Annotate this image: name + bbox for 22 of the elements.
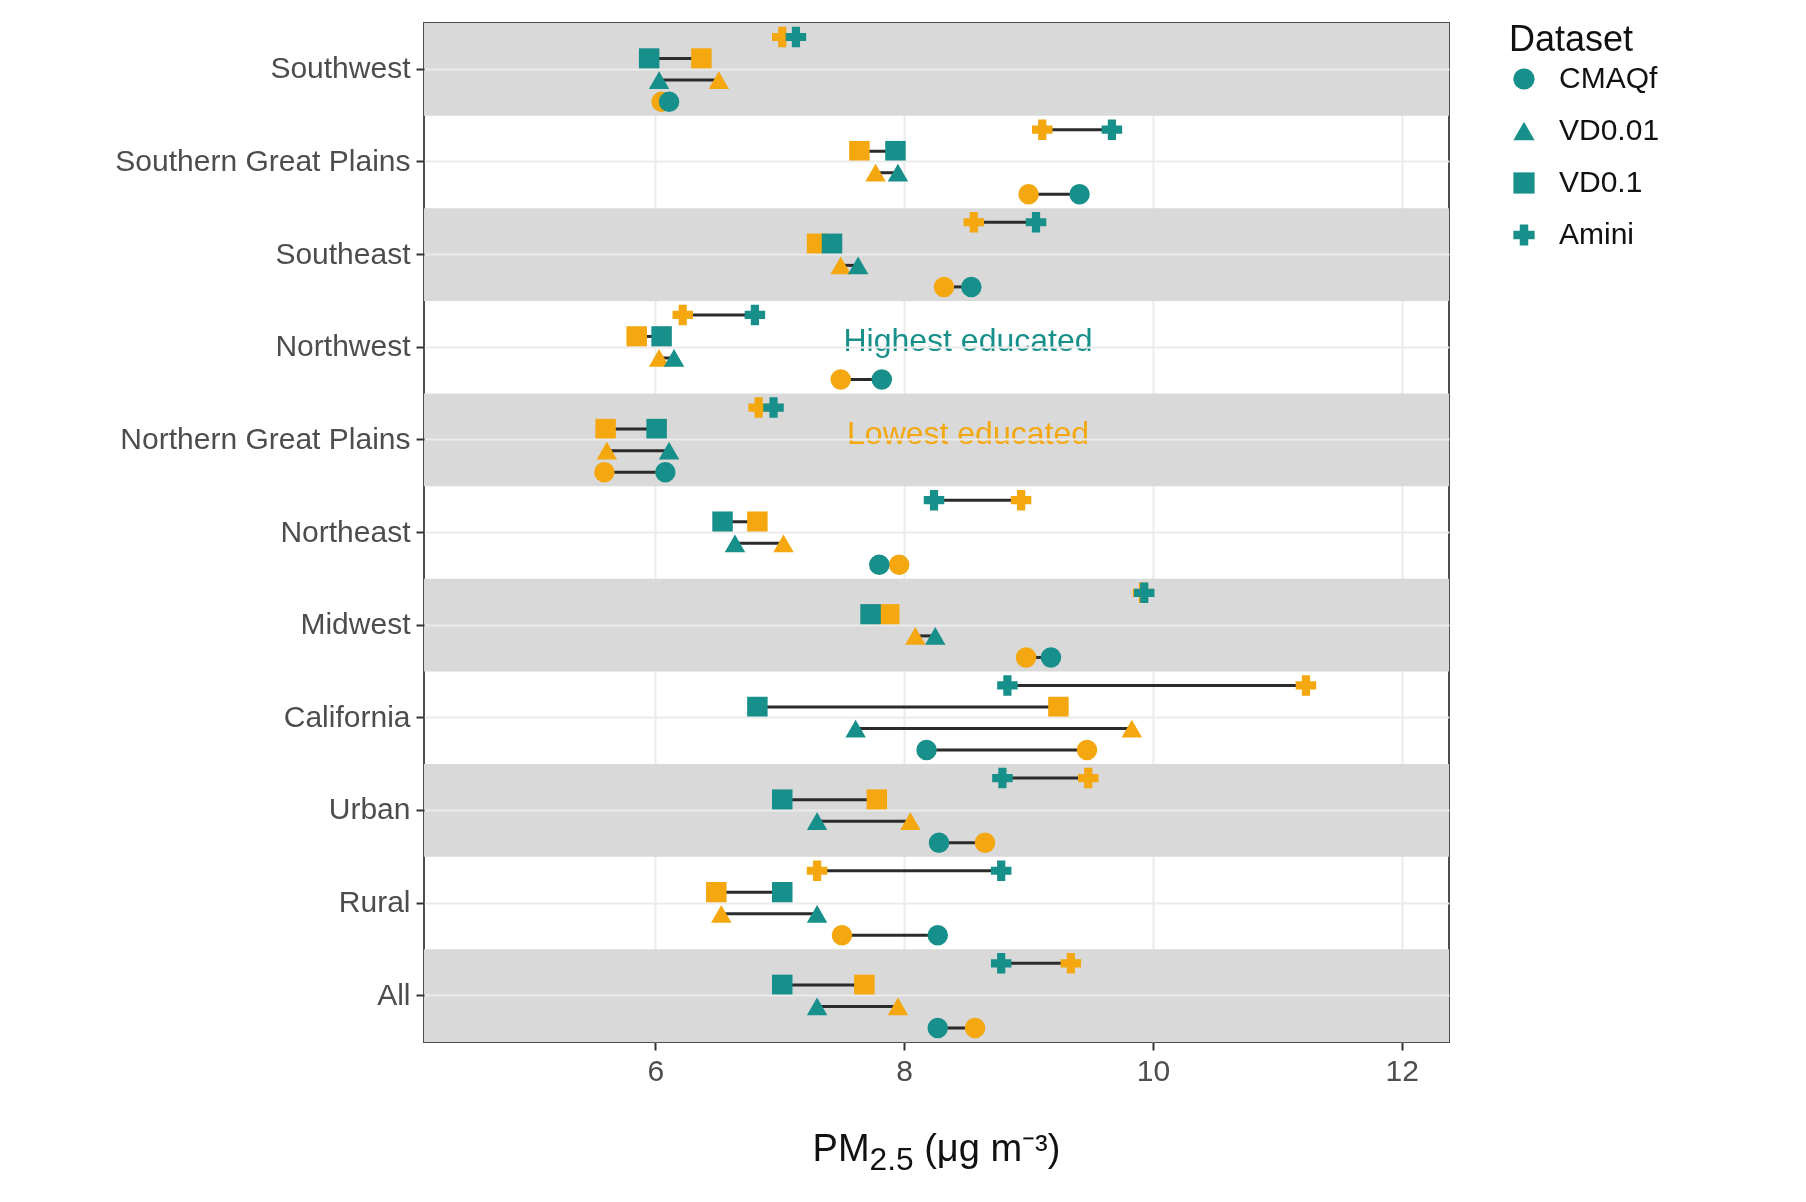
y-tick-label: All: [377, 977, 411, 1011]
x-tick-label: 8: [896, 1053, 913, 1087]
y-tick-label: Northwest: [275, 329, 412, 363]
x-tick-label: 10: [1136, 1053, 1171, 1087]
y-tick-label: Rural: [338, 885, 411, 919]
y-tick-label: Midwest: [300, 607, 412, 641]
legend-label: VD0.01: [1559, 113, 1660, 146]
y-tick-label: Northern Great Plains: [120, 421, 411, 455]
y-tick-label: California: [283, 699, 411, 733]
x-axis-title: PM$_{2.5}$ (μg m⁻³): [811, 1126, 1062, 1178]
y-tick-label: Northeast: [280, 514, 412, 548]
x-tick-label: 12: [1385, 1053, 1419, 1087]
legend-label: Amini: [1559, 217, 1635, 250]
legend-label: VD0.1: [1559, 165, 1643, 198]
y-tick-label: Southern Great Plains: [115, 143, 411, 177]
y-tick-label: Southwest: [270, 51, 412, 85]
legend-title: Dataset: [1509, 18, 1634, 59]
legend-label: CMAQf: [1559, 61, 1658, 94]
x-tick-label: 6: [647, 1053, 665, 1087]
y-tick-label: Southeast: [275, 236, 412, 270]
y-tick-label: Urban: [328, 792, 411, 826]
annotation: Lowest educated: [847, 415, 1089, 451]
